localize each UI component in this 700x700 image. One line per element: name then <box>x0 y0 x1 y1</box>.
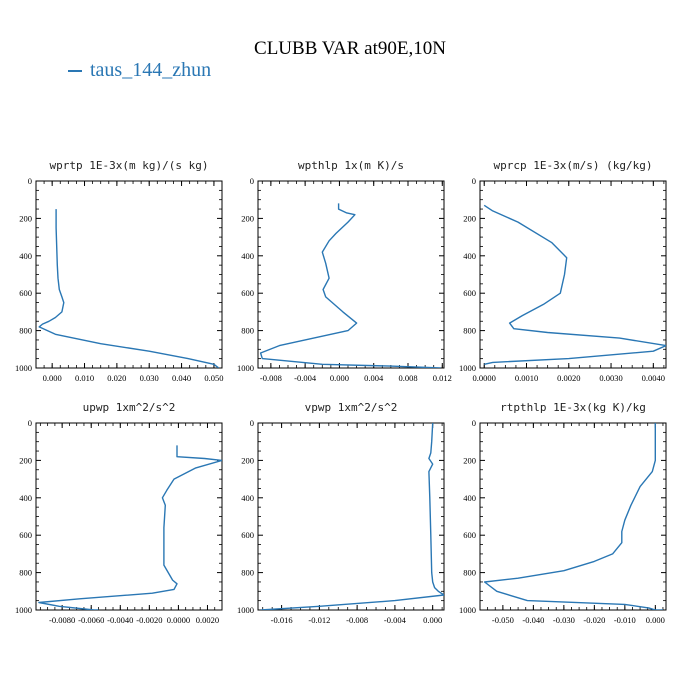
rtpthlp-panel: rtpthlp 1E-3x(kg K)/kg 0 200 400 600 800 1000 -… <box>459 401 667 625</box>
vpwp-xtick-label: -0.004 <box>384 615 407 625</box>
upwp-xtick-label: 0.0000 <box>167 615 190 625</box>
legend-label: taus_144_zhun <box>90 59 212 81</box>
page-title: CLUBB VAR at90E,10N <box>254 38 446 59</box>
upwp-ytick-label: 400 <box>19 493 32 503</box>
wprcp-xtick-label: 0.0030 <box>599 373 622 383</box>
wpthlp-ytick-label: 400 <box>241 251 254 261</box>
wprcp-ytick-label: 0 <box>472 176 476 186</box>
wprtp-ytick-label: 800 <box>19 326 32 336</box>
vpwp-xtick-label: -0.012 <box>308 615 330 625</box>
wprtp-xtick-label: 0.030 <box>140 373 159 383</box>
wprtp-axes-box <box>35 180 223 369</box>
rtpthlp-ytick-label: 800 <box>463 568 476 578</box>
wpthlp-xtick-label: 0.004 <box>364 373 384 383</box>
wprtp-ytick-label: 0 <box>28 176 32 186</box>
wpthlp-ytick-label: 0 <box>250 176 254 186</box>
wprtp-ytick-label: 1000 <box>15 363 32 373</box>
vpwp-xtick-label: -0.016 <box>271 615 293 625</box>
wpthlp-series-line <box>259 203 441 368</box>
rtpthlp-ytick-label: 400 <box>463 493 476 503</box>
wprtp-title: wprtp 1E-3x(m kg)/(s kg) <box>50 159 209 172</box>
wprcp-ytick-label: 600 <box>463 288 476 298</box>
rtpthlp-title: rtpthlp 1E-3x(kg K)/kg <box>500 401 646 414</box>
wpthlp-ytick-label: 800 <box>241 326 254 336</box>
wprtp-panel: wprtp 1E-3x(m kg)/(s kg) 0 200 400 600 800 100… <box>15 159 223 383</box>
rtpthlp-ytick-label: 1000 <box>459 605 476 615</box>
wprcp-title: wprcp 1E-3x(m/s) (kg/kg) <box>494 159 653 172</box>
wprtp-series-line <box>38 209 220 368</box>
upwp-axes-box <box>35 422 223 611</box>
upwp-xtick-label: -0.0080 <box>49 615 75 625</box>
wpthlp-xtick-label: -0.004 <box>294 373 317 383</box>
wpthlp-xtick-label: 0.012 <box>433 373 452 383</box>
vpwp-axes-box <box>257 422 445 611</box>
vpwp-series-line <box>260 423 444 610</box>
wprcp-ytick-label: 800 <box>463 326 476 336</box>
vpwp-ytick-label: 800 <box>241 568 254 578</box>
rtpthlp-ytick-label: 200 <box>463 455 476 465</box>
rtpthlp-xtick-label: -0.050 <box>492 615 514 625</box>
upwp-series-line <box>38 445 222 610</box>
wpthlp-ytick-label: 600 <box>241 288 254 298</box>
legend: taus_144_zhun <box>68 59 211 82</box>
wprcp-xtick-label: 0.0020 <box>557 373 580 383</box>
upwp-ytick-label: 600 <box>19 530 32 540</box>
vpwp-ytick-label: 1000 <box>237 605 254 615</box>
rtpthlp-ytick-label: 600 <box>463 530 476 540</box>
wprtp-xtick-label: 0.000 <box>43 373 62 383</box>
legend-line-swatch <box>68 69 82 72</box>
rtpthlp-xtick-label: 0.000 <box>646 615 665 625</box>
wprcp-xtick-label: 0.0010 <box>515 373 538 383</box>
upwp-xtick-label: -0.0040 <box>107 615 133 625</box>
rtpthlp-xtick-label: -0.010 <box>614 615 636 625</box>
vpwp-ytick-label: 200 <box>241 455 254 465</box>
wprcp-ytick-label: 400 <box>463 251 476 261</box>
upwp-ytick-label: 200 <box>19 455 32 465</box>
rtpthlp-series-line <box>483 423 663 610</box>
wprcp-panel: wprcp 1E-3x(m/s) (kg/kg) 0 200 400 600 800 100… <box>459 159 667 383</box>
rtpthlp-ytick-label: 0 <box>472 418 476 428</box>
wpthlp-ytick-label: 200 <box>241 213 254 223</box>
vpwp-panel: vpwp 1xm^2/s^2 0 200 400 600 800 1000 -0.016 -0.… <box>237 401 445 625</box>
wpthlp-xtick-label: -0.008 <box>260 373 282 383</box>
wprtp-ytick-label: 200 <box>19 213 32 223</box>
wpthlp-xtick-label: 0.000 <box>330 373 349 383</box>
wpthlp-axes-box <box>257 180 445 369</box>
upwp-title: upwp 1xm^2/s^2 <box>83 401 176 414</box>
wprtp-xtick-label: 0.050 <box>204 373 223 383</box>
vpwp-ytick-label: 0 <box>250 418 254 428</box>
upwp-xtick-label: 0.0020 <box>196 615 219 625</box>
wprcp-xtick-label: 0.0040 <box>642 373 665 383</box>
vpwp-title: vpwp 1xm^2/s^2 <box>305 401 398 414</box>
wpthlp-panel: wpthlp 1x(m K)/s 0 200 400 600 800 1000 -0.008 -… <box>237 159 452 383</box>
upwp-ytick-label: 800 <box>19 568 32 578</box>
rtpthlp-axes-box <box>479 422 667 611</box>
vpwp-xtick-label: -0.008 <box>346 615 368 625</box>
wprtp-xtick-label: 0.020 <box>107 373 126 383</box>
upwp-xtick-label: -0.0020 <box>136 615 162 625</box>
wprcp-axes-box <box>479 180 667 369</box>
wprcp-series-line <box>483 204 666 365</box>
rtpthlp-xtick-label: -0.030 <box>553 615 575 625</box>
wprtp-xtick-label: 0.040 <box>172 373 191 383</box>
wpthlp-title: wpthlp 1x(m K)/s <box>298 159 404 172</box>
wprtp-ytick-label: 600 <box>19 288 32 298</box>
wprcp-ytick-label: 200 <box>463 213 476 223</box>
wprcp-ytick-label: 1000 <box>459 363 476 373</box>
upwp-ytick-label: 1000 <box>15 605 32 615</box>
rtpthlp-xtick-label: -0.040 <box>522 615 544 625</box>
wpthlp-xtick-label: 0.008 <box>398 373 417 383</box>
upwp-xtick-label: -0.0060 <box>78 615 104 625</box>
vpwp-xtick-label: 0.000 <box>423 615 442 625</box>
wpthlp-ytick-label: 1000 <box>237 363 254 373</box>
upwp-ytick-label: 0 <box>28 418 32 428</box>
rtpthlp-xtick-label: -0.020 <box>583 615 605 625</box>
wprcp-xtick-label: 0.0000 <box>473 373 496 383</box>
wprtp-ytick-label: 400 <box>19 251 32 261</box>
vpwp-ytick-label: 400 <box>241 493 254 503</box>
wprtp-xtick-label: 0.010 <box>75 373 94 383</box>
vpwp-ytick-label: 600 <box>241 530 254 540</box>
